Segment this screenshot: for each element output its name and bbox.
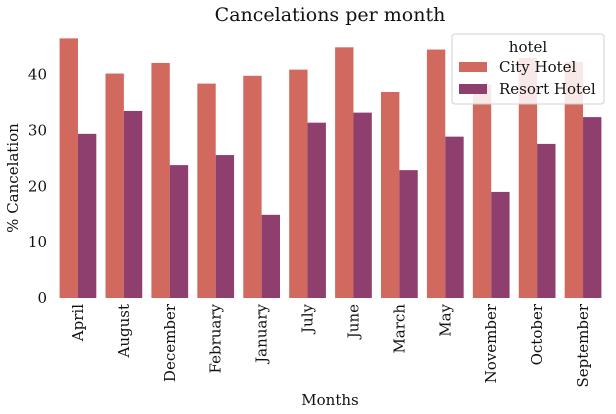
bar-city-hotel-april [59, 38, 78, 298]
y-axis-ticks: 0 10 20 30 40 [28, 66, 47, 307]
bar-city-hotel-june [335, 47, 354, 298]
bar-city-hotel-december [151, 62, 170, 298]
x-tick-label: July [299, 303, 317, 334]
bar-resort-hotel-july [307, 122, 326, 298]
y-axis-label: % Cancelation [4, 123, 22, 233]
legend-swatch-resort-hotel [459, 84, 487, 94]
x-tick-label: May [436, 303, 454, 336]
bar-resort-hotel-december [169, 165, 189, 298]
x-tick-label: January [253, 303, 271, 364]
bar-resort-hotel-february [215, 155, 235, 298]
bar-city-hotel-may [426, 49, 446, 298]
legend-swatch-city-hotel [459, 62, 487, 72]
bar-city-hotel-october [518, 57, 538, 298]
y-tick-label: 30 [28, 122, 47, 140]
y-tick-label: 20 [28, 177, 47, 195]
bars [59, 38, 602, 299]
bar-resort-hotel-march [399, 170, 418, 298]
bar-resort-hotel-september [583, 117, 602, 298]
bar-resort-hotel-april [77, 133, 97, 298]
x-tick-label: April [69, 304, 87, 342]
bar-resort-hotel-june [353, 112, 372, 298]
legend-box [451, 33, 605, 105]
y-tick-label: 0 [37, 289, 47, 307]
bar-city-hotel-march [381, 91, 400, 298]
legend-label-resort-hotel: Resort Hotel [499, 80, 596, 98]
legend-label-city-hotel: City Hotel [499, 58, 577, 76]
x-tick-label: March [390, 304, 408, 354]
bar-city-hotel-november [472, 84, 492, 298]
x-axis-label: Months [301, 391, 358, 409]
legend-title: hotel [509, 38, 548, 56]
bar-city-hotel-january [243, 75, 262, 299]
bar-resort-hotel-october [537, 143, 556, 298]
x-tick-label: September [574, 303, 592, 387]
x-tick-label: December [161, 303, 179, 382]
x-tick-label: November [482, 303, 500, 383]
bar-resort-hotel-january [261, 214, 280, 298]
bar-resort-hotel-november [491, 191, 510, 298]
bar-resort-hotel-may [445, 136, 464, 298]
bar-city-hotel-july [289, 69, 308, 299]
chart-title: Cancelations per month [215, 4, 446, 26]
x-axis-ticks: April August December February January July Ju… [69, 303, 592, 387]
x-tick-label: February [207, 303, 225, 373]
bar-city-hotel-august [105, 73, 124, 298]
x-tick-label: June [344, 304, 362, 340]
legend: hotel City Hotel Resort Hotel [451, 33, 605, 105]
y-tick-label: 40 [28, 66, 47, 84]
x-tick-label: October [528, 303, 546, 365]
bar-city-hotel-february [197, 83, 216, 298]
y-tick-label: 10 [28, 233, 47, 251]
bar-city-hotel-september [564, 61, 584, 299]
x-tick-label: August [115, 304, 133, 358]
bar-resort-hotel-august [123, 110, 143, 298]
